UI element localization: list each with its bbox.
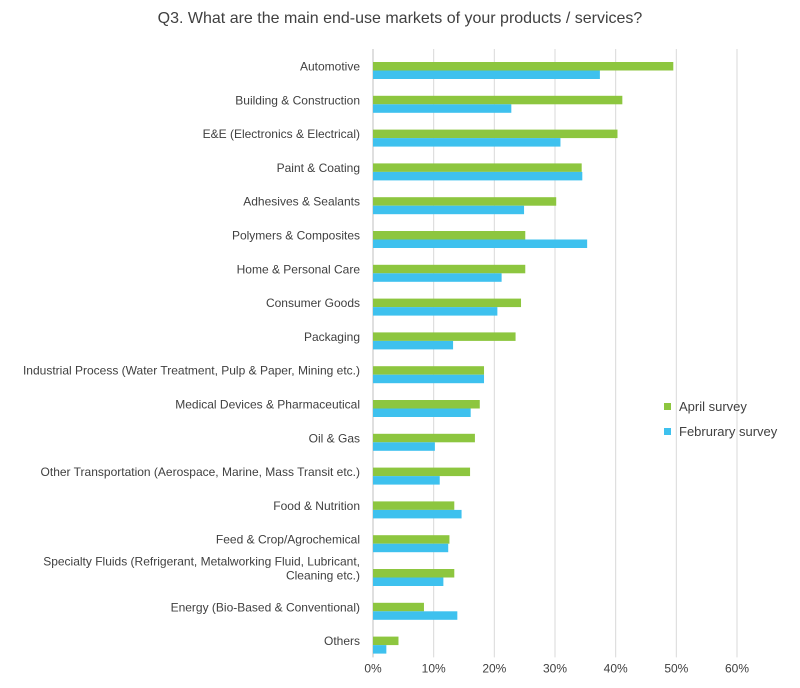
bar-february <box>373 104 512 113</box>
category-label: Automotive <box>300 60 360 74</box>
bar-april <box>373 433 475 443</box>
bar-april <box>373 231 526 240</box>
bar-april <box>373 569 455 578</box>
bar-february <box>373 476 440 485</box>
x-tick-label: 20% <box>482 661 506 675</box>
bar-february <box>373 205 525 215</box>
bar-april <box>373 95 623 105</box>
legend-swatch-february <box>664 428 671 435</box>
bar-april <box>373 129 618 139</box>
x-tick-label: 50% <box>664 661 688 675</box>
category-label: Specialty Fluids (Refrigerant, Metalwork… <box>43 555 360 569</box>
bar-april <box>373 535 450 544</box>
x-tick-label: 0% <box>364 661 382 675</box>
bar-april <box>373 501 455 510</box>
category-label: Cleaning etc.) <box>286 569 360 583</box>
category-label: Feed & Crop/Agrochemical <box>216 533 360 547</box>
x-tick-label: 60% <box>725 661 749 675</box>
bar-february <box>373 70 600 79</box>
bar-february <box>373 645 387 654</box>
legend: April survey Februrary survey <box>664 394 777 444</box>
chart-title: Q3. What are the main end-use markets of… <box>157 10 643 27</box>
category-label: Other Transportation (Aerospace, Marine,… <box>41 465 360 479</box>
bar-april <box>373 264 526 274</box>
bar-april <box>373 197 557 206</box>
legend-item-april: April survey <box>664 394 777 419</box>
bar-april <box>373 332 516 341</box>
bar-april <box>373 163 582 172</box>
category-label: Energy (Bio-Based & Conventional) <box>171 600 360 614</box>
category-label: Packaging <box>304 330 360 344</box>
category-label: E&E (Electronics & Electrical) <box>203 127 360 141</box>
category-label: Building & Construction <box>235 93 360 107</box>
bar-april <box>373 400 480 409</box>
bar-february <box>373 171 583 181</box>
bar-february <box>373 138 561 147</box>
bar-april <box>373 62 674 71</box>
category-label: Consumer Goods <box>266 296 360 310</box>
bar-april <box>373 467 471 477</box>
bar-february <box>373 442 435 451</box>
bar-february <box>373 374 485 384</box>
legend-item-february: Februrary survey <box>664 419 777 444</box>
bar-february <box>373 509 462 519</box>
bar-april <box>373 366 485 375</box>
bar-february <box>373 307 498 316</box>
x-tick-label: 30% <box>543 661 567 675</box>
bar-february <box>373 273 502 282</box>
bar-february <box>373 543 449 553</box>
category-label: Medical Devices & Pharmaceutical <box>175 398 360 412</box>
bar-february <box>373 239 588 248</box>
bar-april <box>373 602 424 612</box>
category-label: Food & Nutrition <box>273 499 360 513</box>
category-label: Polymers & Composites <box>232 229 360 243</box>
category-label: Paint & Coating <box>277 161 360 175</box>
legend-label-april: April survey <box>679 399 747 414</box>
bar-february <box>373 340 454 350</box>
bar-february <box>373 577 444 586</box>
legend-swatch-april <box>664 403 671 410</box>
x-tick-label: 10% <box>422 661 446 675</box>
category-label: Industrial Process (Water Treatment, Pul… <box>23 364 360 378</box>
bar-february <box>373 611 458 620</box>
bar-february <box>373 408 471 417</box>
bar-april <box>373 636 399 646</box>
category-label: Adhesives & Sealants <box>243 195 360 209</box>
category-label: Home & Personal Care <box>237 262 361 276</box>
category-label: Others <box>324 634 360 648</box>
legend-label-february: Februrary survey <box>679 424 778 439</box>
category-label: Oil & Gas <box>309 431 360 445</box>
x-tick-label: 40% <box>604 661 628 675</box>
bar-april <box>373 298 522 308</box>
